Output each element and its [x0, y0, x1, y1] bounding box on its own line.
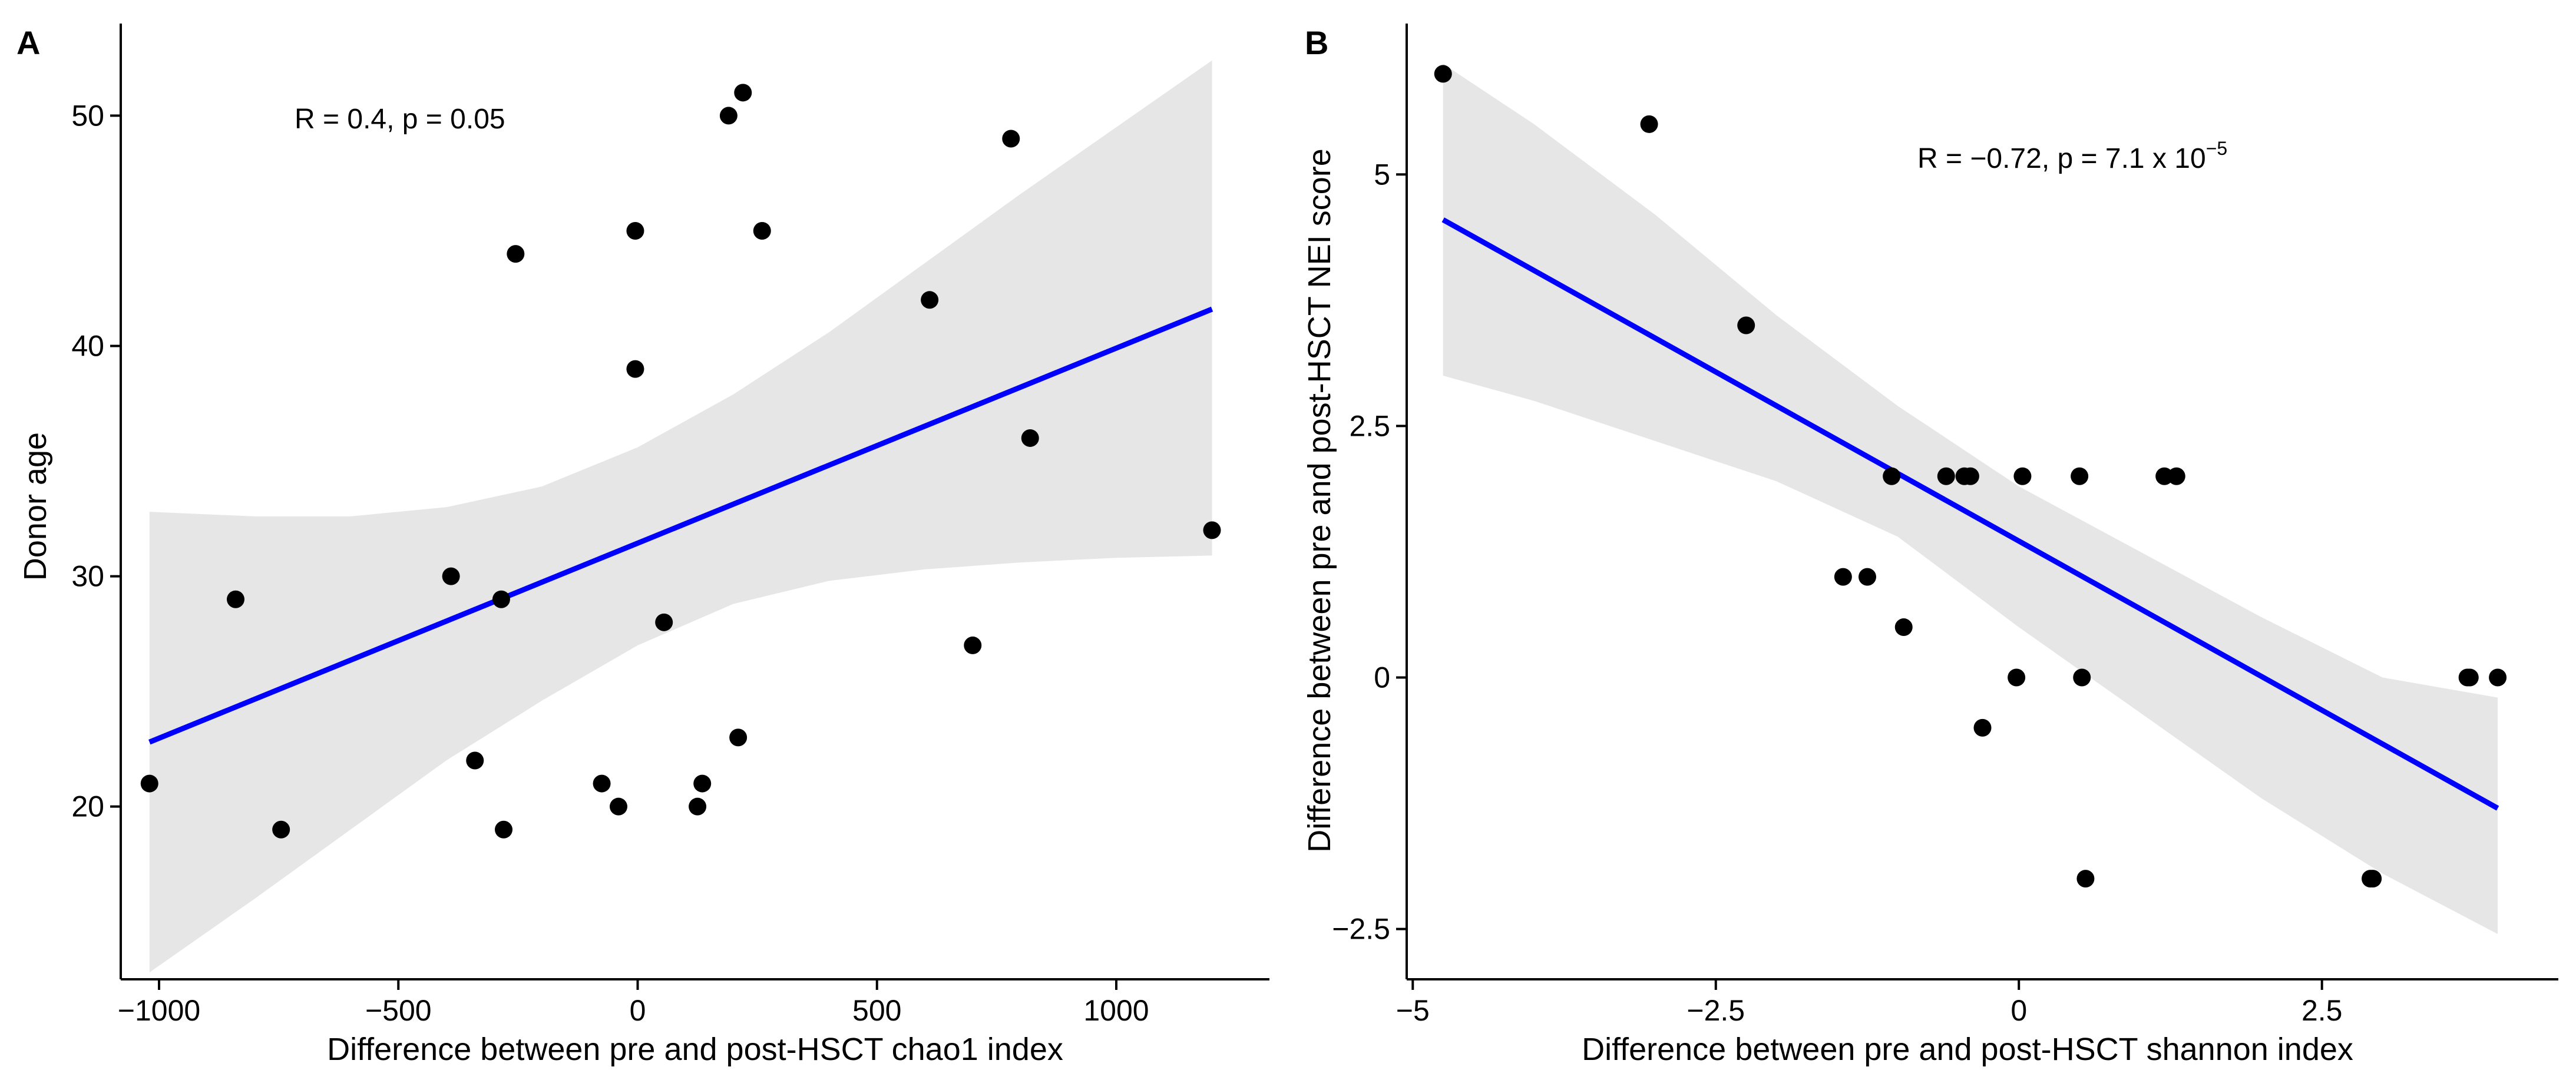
panel-a-data-point — [655, 613, 673, 631]
panel-b-data-point — [2076, 870, 2095, 888]
panel-a-points-group — [140, 84, 1221, 839]
panel-a-data-point — [593, 774, 611, 793]
panel-a-axes — [120, 24, 1269, 980]
panel-a-x-tick-label: −1000 — [118, 994, 200, 1027]
panel-a-y-axis-title: Donor age — [18, 432, 53, 581]
panel-b-x-tick-label: −5 — [1396, 994, 1430, 1027]
panel-b-y-tick-label: 2.5 — [1349, 409, 1390, 442]
panel-b-x-tick-label: −2.5 — [1687, 994, 1745, 1027]
panel-b-data-point — [2461, 668, 2479, 687]
panel-a-data-point — [272, 820, 290, 839]
panel-b-x-tick-label: 2.5 — [2301, 994, 2343, 1027]
panel-b-y-axis-title: Difference between pre and post-HSCT NEI… — [1302, 148, 1337, 853]
panel-a-x-ticks: −1000 −500 0 500 1000 — [118, 979, 1149, 1027]
panel-b-data-point — [2073, 668, 2091, 687]
panel-a-data-point — [689, 797, 707, 816]
panel-b-data-point — [2489, 668, 2507, 687]
panel-a-data-point — [1021, 429, 1039, 447]
panel-a-data-point — [507, 245, 525, 263]
panel-b-data-point — [1434, 65, 1452, 83]
panel-b-correlation-annotation: R = −0.72, p = 7.1 x 10−5 — [1917, 138, 2227, 174]
panel-a-x-tick-label: 500 — [852, 994, 901, 1027]
panel-a-data-point — [921, 291, 939, 309]
panel-a-fit-line — [148, 306, 1213, 745]
panel-b-confidence-band — [1443, 64, 2498, 935]
panel-b-fit-line-group — [1441, 217, 2499, 811]
panel-a-y-tick-label: 20 — [71, 790, 104, 823]
panel-a-x-tick-label: 1000 — [1083, 994, 1149, 1027]
panel-a-data-point — [495, 820, 512, 839]
panel-b-data-point — [2155, 467, 2174, 485]
panel-b-fit-line — [1441, 217, 2499, 811]
panel-a-data-point — [492, 590, 510, 608]
panel-a-confidence-band — [149, 60, 1212, 973]
panel-b-x-tick-label: 0 — [2010, 994, 2027, 1027]
panel-a-data-point — [227, 590, 244, 608]
panel-b-data-point — [1640, 115, 1658, 133]
panel-b-points-group — [1434, 65, 2507, 888]
panel-b-y-tick-label: −2.5 — [1332, 913, 1390, 946]
panel-b-confidence-band-group — [1443, 64, 2498, 935]
panel-a-data-point — [1002, 130, 1020, 148]
panel-a-data-point — [626, 221, 644, 240]
panel-b: B −5 −2.5 0 2.5 −2.5 0 2.5 5 Difference betwee… — [1302, 24, 2558, 1067]
panel-a-data-point — [734, 84, 752, 102]
panel-a-y-tick-label: 50 — [71, 99, 104, 132]
panel-a-data-point — [693, 774, 712, 793]
panel-a-y-tick-label: 30 — [71, 560, 104, 593]
panel-a-label: A — [16, 24, 40, 61]
panel-a-confidence-band-group — [149, 60, 1212, 973]
panel-a-y-tick-label: 40 — [71, 330, 104, 363]
panel-b-y-tick-label: 0 — [1374, 661, 1390, 694]
panel-b-data-point — [1883, 467, 1901, 485]
panel-a-x-axis-title: Difference between pre and post-HSCT cha… — [327, 1032, 1063, 1067]
panel-b-annotation-superscript: −5 — [2206, 138, 2227, 159]
panel-a: A −1000 −500 0 500 1000 20 30 40 50 Difference … — [16, 24, 1269, 1067]
panel-a-data-point — [442, 567, 460, 585]
panel-b-y-tick-label: 5 — [1374, 158, 1390, 191]
panel-b-data-point — [1834, 568, 1852, 586]
panel-a-data-point — [466, 751, 484, 770]
panel-b-data-point — [2071, 467, 2089, 485]
panel-a-data-point — [610, 797, 627, 816]
panel-b-data-point — [2364, 870, 2382, 888]
panel-b-data-point — [1859, 568, 1876, 586]
panel-b-x-ticks: −5 −2.5 0 2.5 — [1396, 979, 2343, 1027]
panel-a-data-point — [719, 107, 738, 125]
panel-b-data-point — [1961, 467, 1979, 485]
panel-a-y-ticks: 20 30 40 50 — [71, 99, 121, 823]
panel-a-x-tick-label: 0 — [630, 994, 646, 1027]
panel-a-data-point — [140, 774, 158, 793]
panel-b-data-point — [2008, 668, 2026, 687]
panel-b-label: B — [1305, 24, 1328, 61]
panel-a-x-tick-label: −500 — [365, 994, 432, 1027]
panel-a-data-point — [626, 360, 644, 378]
panel-b-data-point — [2167, 467, 2185, 485]
panel-a-data-point — [729, 728, 748, 747]
panel-a-data-point — [753, 221, 771, 240]
panel-b-axes — [1406, 24, 2558, 980]
panel-b-data-point — [1937, 467, 1955, 485]
panel-a-data-point — [1203, 521, 1221, 539]
panel-a-fit-line-group — [148, 306, 1213, 745]
panel-b-data-point — [1737, 316, 1755, 334]
panel-b-data-point — [1973, 718, 1992, 737]
panel-b-data-point — [2013, 467, 2032, 485]
panel-b-data-point — [1894, 618, 1913, 637]
panel-a-correlation-annotation: R = 0.4, p = 0.05 — [295, 104, 505, 135]
panel-b-y-ticks: −2.5 0 2.5 5 — [1332, 158, 1407, 946]
panel-a-data-point — [964, 636, 982, 654]
panel-b-x-axis-title: Difference between pre and post-HSCT sha… — [1582, 1032, 2353, 1067]
panel-b-annotation-main: R = −0.72, p = 7.1 x 10 — [1917, 143, 2206, 174]
